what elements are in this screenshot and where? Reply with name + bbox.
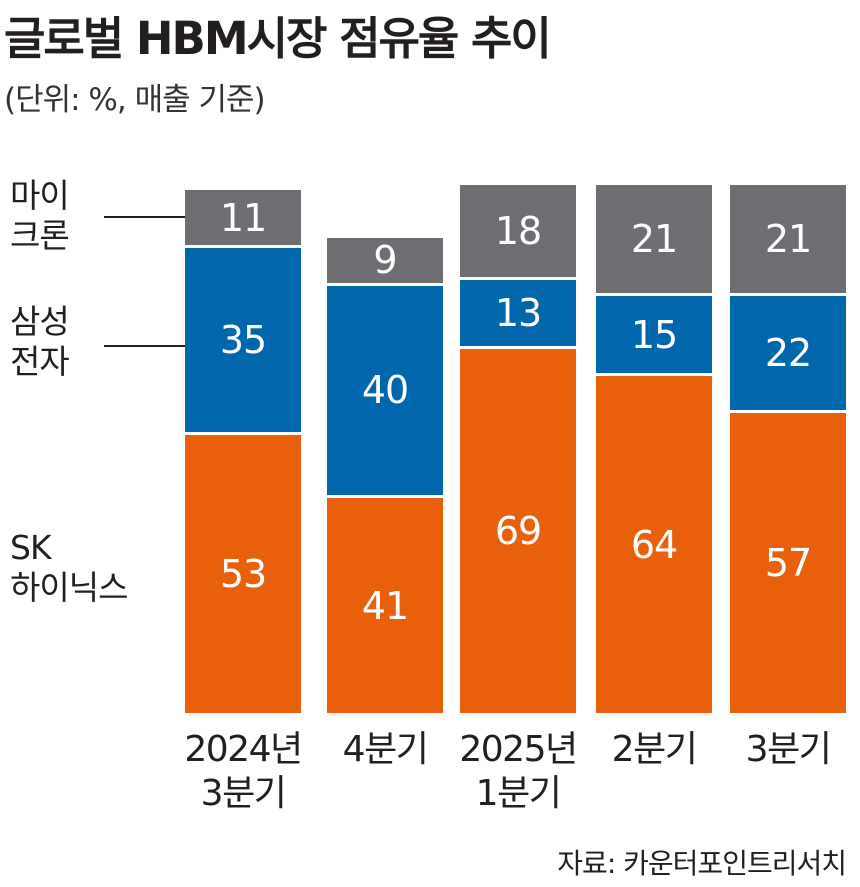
bar-segment-micron: 21 [730,184,846,294]
data-label: 41 [361,583,409,628]
legend-samsung: 삼성 전자 [10,302,70,381]
data-label: 15 [630,312,678,357]
data-label: 53 [219,552,267,596]
bar-segment-sk-hynix: 41 [327,498,443,714]
bar-segment-samsung: 15 [596,296,712,374]
data-label: 11 [219,195,267,240]
chart-subtitle: (단위: %, 매출 기준) [4,82,266,118]
chart-title: 글로벌 HBM시장 점유율 추이 [4,12,552,65]
bar-segment-micron: 11 [185,189,301,246]
data-label: 18 [494,208,542,253]
bar-segment-sk-hynix: 69 [460,349,576,714]
data-label: 57 [764,541,812,586]
bar-segment-samsung: 35 [185,248,301,432]
legend-leader-samsung [104,345,186,347]
data-label: 69 [494,509,542,554]
data-label: 40 [361,368,409,413]
bar-segment-micron: 18 [460,184,576,278]
data-label: 21 [764,216,812,261]
legend-sk-hynix: SK 하이닉스 [10,528,128,607]
source-note: 자료: 카운터포인트리서치 [557,847,847,880]
bar-segment-sk-hynix: 57 [730,413,846,714]
data-label: 21 [630,216,678,261]
x-tick-label: 3분기 [745,729,832,770]
data-label: 64 [630,522,678,567]
bar-segment-samsung: 40 [327,285,443,496]
data-label: 35 [219,317,267,362]
bar-segment-samsung: 22 [730,296,846,411]
data-label: 9 [373,238,397,283]
data-label: 22 [764,331,812,376]
x-tick-label: 2분기 [611,729,698,770]
bar-segment-sk-hynix: 53 [185,434,301,714]
x-tick-label: 2024년 3분기 [184,729,303,814]
bar-segment-sk-hynix: 64 [596,376,712,714]
legend-micron: 마이 크론 [10,176,70,255]
bar-segment-micron: 21 [596,184,712,294]
legend-leader-micron [104,216,186,218]
data-label: 13 [494,291,542,336]
x-tick-label: 2025년 1분기 [459,729,578,814]
x-tick-label: 4분기 [342,729,429,770]
bar-segment-samsung: 13 [460,280,576,347]
bar-segment-micron: 9 [327,237,443,283]
